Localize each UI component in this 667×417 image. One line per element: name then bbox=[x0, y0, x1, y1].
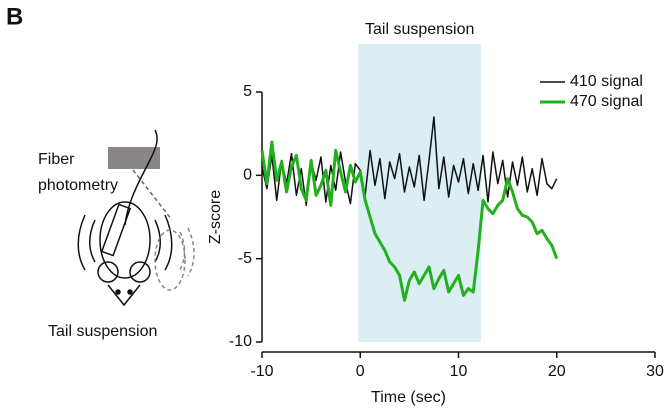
y-tick-label: 0 bbox=[243, 167, 252, 184]
device-label: Fiber bbox=[38, 151, 75, 168]
annotation: Tail suspension bbox=[365, 21, 474, 38]
panel-label: B bbox=[6, 3, 23, 30]
mouse-illustration bbox=[77, 129, 195, 307]
x-tick-label: 30 bbox=[646, 363, 664, 380]
shaded-region bbox=[358, 44, 482, 342]
caption: Tail suspension bbox=[48, 323, 157, 340]
y-axis-label: Z-score bbox=[207, 190, 224, 244]
y-tick-label: -10 bbox=[229, 333, 252, 350]
x-tick-label: 10 bbox=[450, 363, 468, 380]
y-tick-label: -5 bbox=[238, 250, 252, 267]
x-axis-label: Time (sec) bbox=[371, 389, 446, 406]
x-tick-label: 0 bbox=[356, 363, 365, 380]
legend-label: 410 signal bbox=[570, 73, 643, 90]
device-label: photometry bbox=[38, 177, 118, 194]
x-tick-label: -10 bbox=[250, 363, 273, 380]
x-tick-label: 20 bbox=[548, 363, 566, 380]
legend-label: 470 signal bbox=[570, 93, 643, 110]
series-line bbox=[260, 140, 559, 302]
y-tick-label: 5 bbox=[243, 83, 252, 100]
